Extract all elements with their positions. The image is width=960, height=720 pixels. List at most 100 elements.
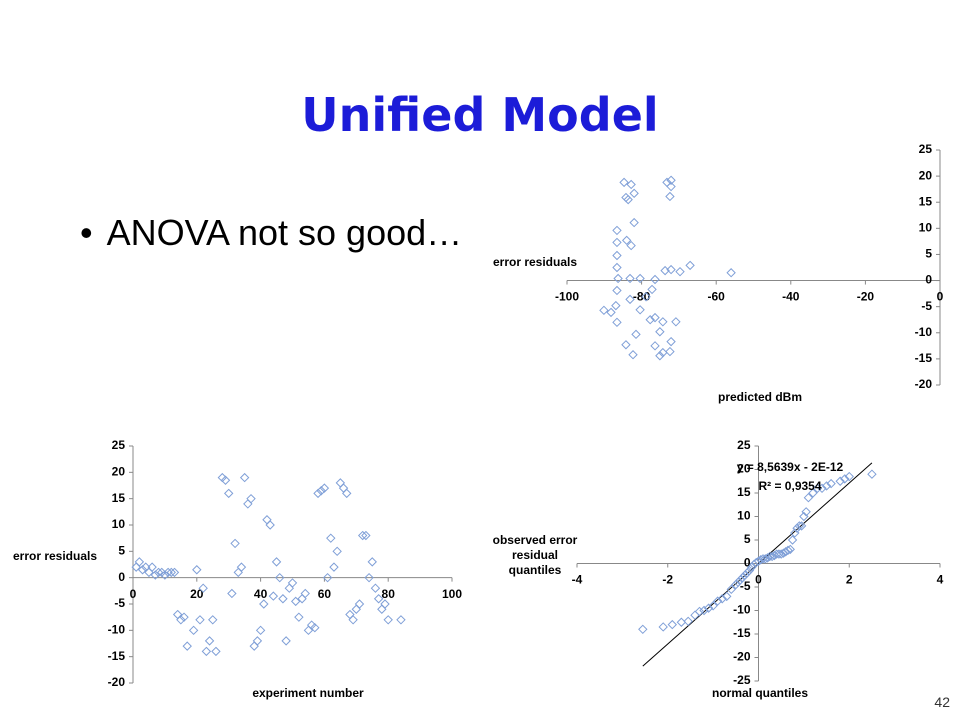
point [351,604,362,614]
point [230,538,240,549]
point [740,570,750,580]
point [396,615,406,625]
y-tick-label: -10 [733,603,751,617]
point [785,544,795,555]
x-tick-label: 100 [442,587,462,601]
y-tick-label: 15 [737,485,751,499]
y-tick-label: -10 [915,325,933,339]
point [762,553,773,563]
point [147,562,157,572]
point [840,474,850,484]
point [370,583,381,593]
point [792,523,802,533]
point [699,605,709,616]
point [665,191,675,202]
point [612,225,622,236]
point [287,578,298,588]
y-axis-title: observed error residual quantiles [492,533,578,577]
point [676,617,687,627]
point [198,583,208,593]
y-tick-label: -25 [733,673,751,687]
point [801,507,811,517]
point [613,273,623,284]
point [204,636,215,646]
point [619,177,629,188]
point [635,273,645,284]
point [658,317,668,327]
point [628,350,638,360]
point [655,351,665,361]
y-tick-label: 0 [118,570,125,584]
point [313,488,323,499]
point [783,545,793,556]
point [703,603,714,613]
y-tick-label: 15 [112,491,126,505]
point [760,554,771,564]
point [294,612,304,622]
point [612,237,622,248]
point [774,549,784,559]
point [758,554,768,564]
point [255,625,266,636]
y-tick-label: 20 [919,168,933,182]
point [821,481,832,491]
point [629,217,639,228]
point [708,601,718,611]
point [342,488,352,499]
point [645,315,655,325]
point [626,179,636,190]
point [169,567,180,578]
point [239,472,250,483]
point [243,499,253,509]
point [275,572,285,583]
point [612,250,622,261]
point [794,521,805,531]
y-tick-label: -5 [921,299,932,313]
point [137,565,148,575]
y-tick-label: 0 [925,273,932,287]
point [208,615,218,625]
point [650,312,660,323]
point [776,549,786,559]
point [227,588,237,599]
point [623,194,633,205]
y-tick-label: -15 [108,649,126,663]
point [236,562,247,572]
point [322,572,333,583]
y-tick-label: -20 [915,377,933,391]
x-tick-label: 0 [755,573,762,587]
point [271,557,282,567]
x-tick-label: -40 [782,290,800,304]
y-tick-label: 20 [112,465,126,479]
point [246,493,256,504]
point [134,557,145,567]
point [278,594,288,604]
point [647,284,657,295]
point [233,567,243,578]
point [667,619,677,630]
point [675,266,685,277]
point [354,599,365,609]
point [335,478,346,488]
point [803,492,814,503]
point [612,317,622,328]
point [712,596,723,606]
point [767,551,777,562]
point [319,483,330,493]
point [694,606,705,617]
point [326,533,336,543]
point [685,260,695,271]
y-tick-label: 25 [919,142,933,156]
point [329,562,339,572]
point [611,300,621,311]
point [316,486,326,496]
point [345,609,355,620]
y-tick-label: 10 [112,517,126,531]
point [163,567,173,578]
point [631,329,641,340]
point [201,646,212,657]
point [160,570,170,580]
point [726,584,736,595]
y-tick-label: 20 [737,462,751,476]
